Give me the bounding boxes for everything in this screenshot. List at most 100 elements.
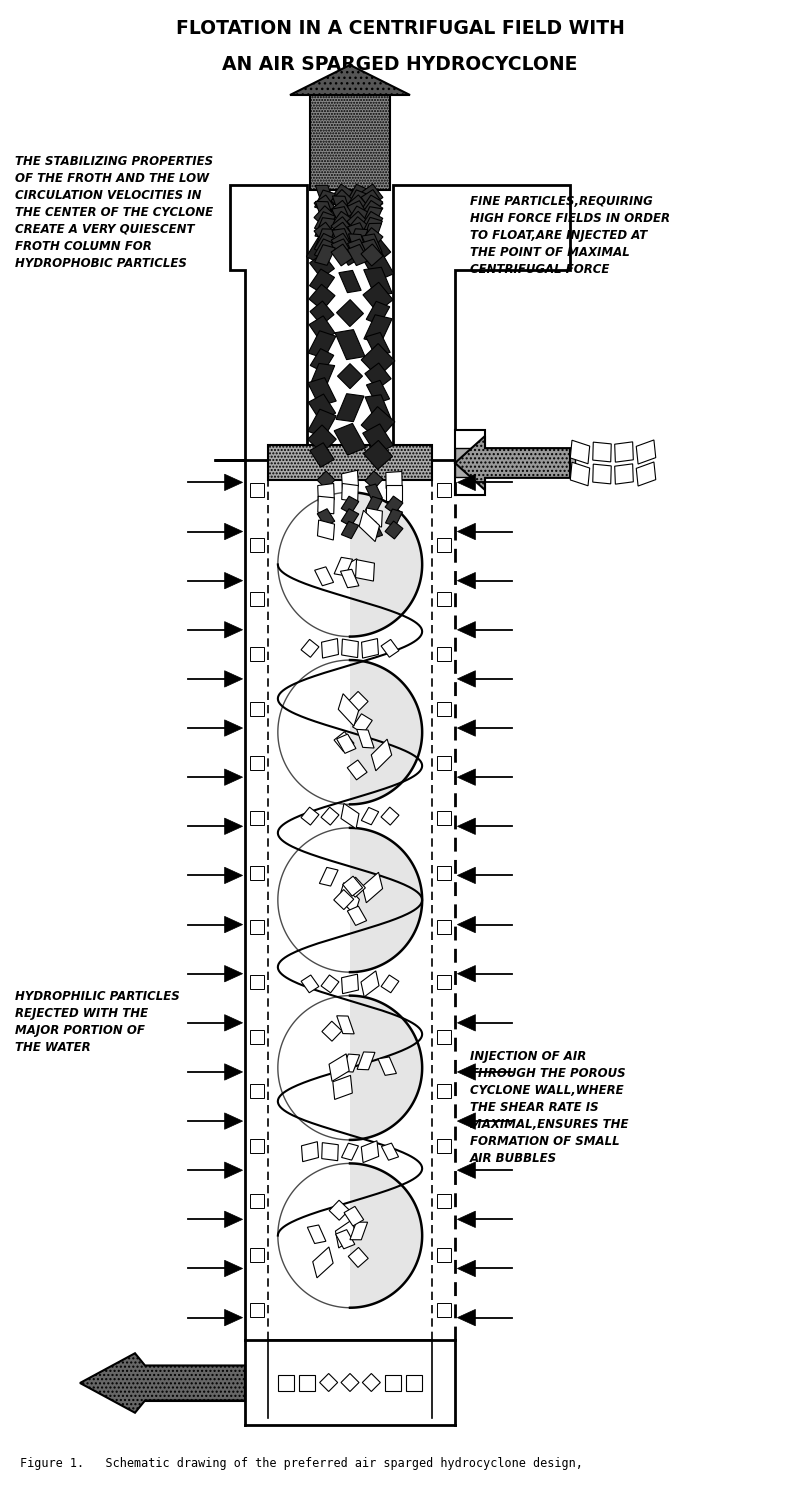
Polygon shape — [225, 1113, 242, 1129]
Polygon shape — [322, 1143, 338, 1161]
Polygon shape — [315, 228, 335, 249]
Polygon shape — [334, 424, 366, 455]
Polygon shape — [347, 189, 369, 210]
Polygon shape — [437, 921, 450, 934]
Polygon shape — [341, 1374, 359, 1392]
Polygon shape — [348, 228, 368, 249]
Polygon shape — [365, 395, 391, 421]
Polygon shape — [339, 883, 359, 915]
Polygon shape — [332, 195, 352, 216]
Polygon shape — [570, 463, 590, 486]
Polygon shape — [310, 269, 334, 294]
Polygon shape — [225, 1015, 242, 1031]
Polygon shape — [301, 974, 319, 992]
Polygon shape — [331, 216, 353, 239]
Polygon shape — [458, 524, 475, 540]
Polygon shape — [308, 394, 336, 421]
Polygon shape — [366, 497, 382, 513]
Polygon shape — [314, 567, 334, 586]
Polygon shape — [225, 474, 242, 491]
Polygon shape — [250, 976, 263, 989]
Polygon shape — [250, 537, 263, 552]
Polygon shape — [250, 1138, 263, 1153]
Polygon shape — [250, 1194, 263, 1209]
Polygon shape — [361, 228, 383, 249]
Polygon shape — [362, 424, 394, 455]
Polygon shape — [314, 245, 335, 266]
Polygon shape — [381, 640, 399, 658]
Polygon shape — [314, 233, 336, 255]
Polygon shape — [357, 1052, 375, 1070]
Polygon shape — [437, 1085, 450, 1098]
Polygon shape — [458, 1212, 475, 1228]
Polygon shape — [290, 66, 410, 95]
Polygon shape — [614, 442, 634, 463]
Polygon shape — [250, 1303, 263, 1317]
Polygon shape — [458, 867, 475, 883]
Polygon shape — [378, 1056, 397, 1076]
Polygon shape — [437, 812, 450, 825]
Polygon shape — [361, 184, 383, 206]
Polygon shape — [636, 463, 656, 486]
Polygon shape — [318, 497, 334, 513]
Polygon shape — [347, 212, 369, 233]
Polygon shape — [361, 189, 383, 212]
Polygon shape — [329, 1200, 349, 1220]
Polygon shape — [346, 560, 366, 579]
Polygon shape — [334, 731, 354, 752]
Polygon shape — [310, 443, 334, 467]
Polygon shape — [250, 592, 263, 606]
Polygon shape — [250, 1029, 263, 1044]
Polygon shape — [331, 189, 353, 212]
Polygon shape — [366, 301, 390, 325]
Polygon shape — [342, 470, 358, 489]
Polygon shape — [362, 207, 382, 227]
Polygon shape — [225, 573, 242, 589]
Polygon shape — [455, 436, 570, 489]
Polygon shape — [320, 1374, 338, 1392]
Polygon shape — [225, 1261, 242, 1277]
Polygon shape — [350, 492, 422, 637]
Polygon shape — [334, 889, 354, 910]
Polygon shape — [455, 430, 485, 495]
Polygon shape — [332, 206, 352, 227]
Polygon shape — [314, 206, 336, 228]
Polygon shape — [250, 1085, 263, 1098]
Polygon shape — [331, 245, 353, 266]
Polygon shape — [331, 239, 353, 260]
Polygon shape — [306, 234, 338, 266]
Polygon shape — [299, 1374, 315, 1391]
Polygon shape — [347, 195, 369, 216]
Polygon shape — [362, 234, 382, 254]
Polygon shape — [342, 521, 358, 539]
Polygon shape — [315, 201, 334, 221]
Polygon shape — [315, 185, 334, 204]
Polygon shape — [458, 818, 475, 834]
Polygon shape — [458, 671, 475, 688]
Polygon shape — [338, 364, 362, 388]
Polygon shape — [614, 464, 634, 483]
Polygon shape — [321, 807, 339, 825]
Polygon shape — [333, 1076, 352, 1100]
Polygon shape — [347, 222, 369, 243]
Polygon shape — [361, 245, 383, 266]
Polygon shape — [336, 394, 364, 422]
Polygon shape — [361, 407, 395, 440]
Polygon shape — [347, 216, 369, 239]
Polygon shape — [341, 497, 359, 513]
Text: AN AIR SPARGED HYDROCYCLONE: AN AIR SPARGED HYDROCYCLONE — [222, 55, 578, 75]
Polygon shape — [385, 495, 403, 513]
Polygon shape — [342, 1053, 360, 1073]
Polygon shape — [342, 1143, 358, 1161]
Polygon shape — [331, 212, 353, 233]
Polygon shape — [458, 1015, 475, 1031]
Polygon shape — [593, 442, 611, 463]
Polygon shape — [314, 222, 336, 245]
Polygon shape — [250, 812, 263, 825]
Polygon shape — [366, 521, 382, 539]
Polygon shape — [458, 965, 475, 982]
Polygon shape — [361, 200, 383, 222]
Polygon shape — [308, 331, 336, 358]
Polygon shape — [347, 185, 369, 206]
Polygon shape — [334, 234, 366, 266]
